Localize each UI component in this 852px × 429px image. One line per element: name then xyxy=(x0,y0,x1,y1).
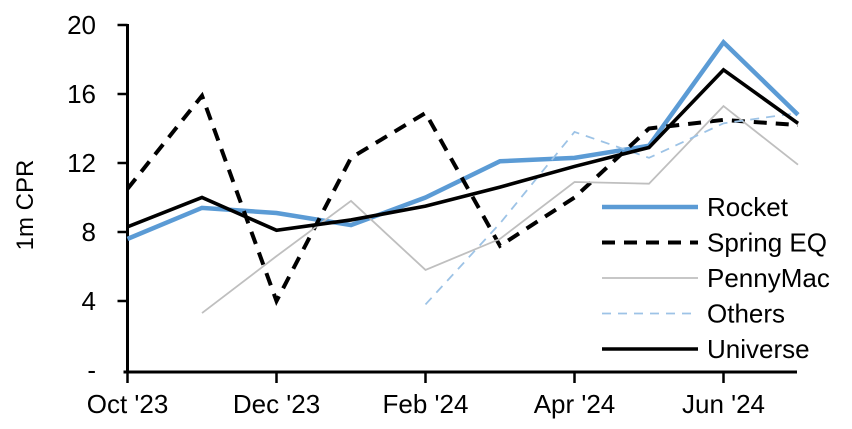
x-tick-label: Feb '24 xyxy=(383,389,469,419)
x-tick-label: Apr '24 xyxy=(534,389,616,419)
axes xyxy=(123,24,797,374)
y-tick-label: - xyxy=(87,355,96,385)
y-tick-label: 12 xyxy=(67,148,96,178)
series-line-pennymac xyxy=(201,104,799,314)
legend-item-others: Others xyxy=(602,299,785,329)
y-tick-label: 16 xyxy=(67,79,96,109)
y-tick-label: 20 xyxy=(67,10,96,40)
series-line-spring-eq xyxy=(125,91,799,306)
legend: Rocket Spring EQ PennyMac Others Universe xyxy=(602,192,830,364)
series-lines xyxy=(125,38,800,314)
x-tick-label: Jun '24 xyxy=(682,389,765,419)
y-tick-label: 8 xyxy=(82,217,96,247)
legend-item-rocket: Rocket xyxy=(602,192,789,222)
y-tick-label: 4 xyxy=(82,286,96,316)
series-line-others xyxy=(424,112,799,306)
x-tick-label: Dec '23 xyxy=(233,389,320,419)
legend-item-pennymac: PennyMac xyxy=(602,263,830,293)
legend-label-pennymac: PennyMac xyxy=(707,263,830,293)
x-tick-label: Oct '23 xyxy=(87,389,169,419)
legend-item-spring-eq: Spring EQ xyxy=(602,228,827,258)
legend-label-universe: Universe xyxy=(707,334,810,364)
legend-item-universe: Universe xyxy=(602,334,810,364)
legend-label-rocket: Rocket xyxy=(707,192,789,222)
y-axis-ticks: 20 16 12 8 4 - xyxy=(67,10,128,385)
x-axis-ticks: Oct '23 Dec '23 Feb '24 Apr '24 Jun '24 xyxy=(87,372,765,419)
series-line-universe xyxy=(126,67,800,233)
legend-label-others: Others xyxy=(707,299,785,329)
y-axis-title: 1m CPR xyxy=(12,160,39,251)
legend-label-spring-eq: Spring EQ xyxy=(707,228,827,258)
